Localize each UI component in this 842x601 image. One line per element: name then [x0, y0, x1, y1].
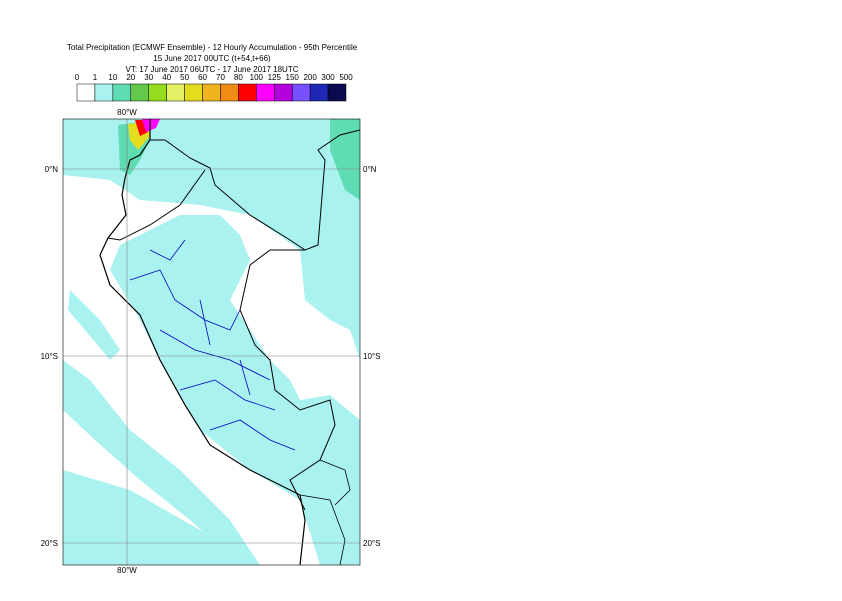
legend-swatch: [238, 83, 257, 102]
legend-tick-label: 70: [216, 73, 225, 82]
precip-patch: [330, 119, 360, 200]
legend-tick-label: 10: [108, 73, 117, 82]
legend-tick-label: 1: [93, 73, 98, 82]
legend-swatch: [130, 83, 149, 102]
legend-swatch: [327, 83, 347, 102]
legend-swatch: [256, 83, 275, 102]
legend-tick-label: 60: [198, 73, 207, 82]
coastline: [99, 119, 306, 565]
legend-swatch: [184, 83, 203, 102]
legend-swatch: [76, 83, 96, 102]
legend-tick-label: 20: [126, 73, 135, 82]
legend-tick-label: 50: [180, 73, 189, 82]
legend-tick-label: 40: [162, 73, 171, 82]
legend-swatch: [94, 83, 114, 102]
legend-swatch: [112, 83, 132, 102]
legend-swatch: [291, 83, 311, 102]
legend-swatch: [166, 83, 185, 102]
map-frame: [62, 118, 361, 566]
legend-swatch: [309, 83, 329, 102]
graticule: [63, 119, 360, 565]
legend-swatch: [202, 83, 221, 102]
title-line: VT: 17 June 2017 06UTC - 17 June 2017 18…: [126, 65, 299, 74]
precip-band: [63, 490, 200, 565]
legend-swatch: [274, 83, 293, 102]
title-line: Total Precipitation (ECMWF Ensemble) - 1…: [67, 43, 358, 52]
title-line: 15 June 2017 00UTC (t+54,t+66): [153, 54, 271, 63]
legend-swatch: [148, 83, 167, 102]
region-boundary: [129, 239, 296, 451]
precip-band: [68, 290, 120, 360]
lat-label: 10°S: [363, 352, 380, 361]
lon-label: 80°W: [117, 566, 137, 575]
legend-tick-label: 80: [234, 73, 243, 82]
legend-tick-label: 500: [339, 73, 353, 82]
border: [299, 459, 351, 565]
lat-label: 20°S: [41, 539, 58, 548]
legend-tick-label: 150: [286, 73, 300, 82]
precip-patch: [142, 119, 160, 132]
map: [63, 119, 360, 565]
legend-swatch: [220, 83, 239, 102]
lat-label: 10°S: [41, 352, 58, 361]
legend-tick-label: 125: [268, 73, 282, 82]
legend: 0 1 10 20 30 40 50 60 70 80 100 125 150 200 300 500: [75, 73, 353, 102]
legend-tick-label: 200: [303, 73, 317, 82]
precip-band: [63, 360, 260, 565]
lat-label: 0°N: [45, 165, 59, 174]
legend-tick-label: 100: [250, 73, 264, 82]
legend-tick-label: 0: [75, 73, 80, 82]
legend-tick-label: 300: [321, 73, 335, 82]
legend-tick-label: 30: [144, 73, 153, 82]
lat-label: 20°S: [363, 539, 380, 548]
border: [150, 129, 360, 251]
lat-label: 0°N: [363, 165, 377, 174]
lon-label: 80°W: [117, 108, 137, 117]
